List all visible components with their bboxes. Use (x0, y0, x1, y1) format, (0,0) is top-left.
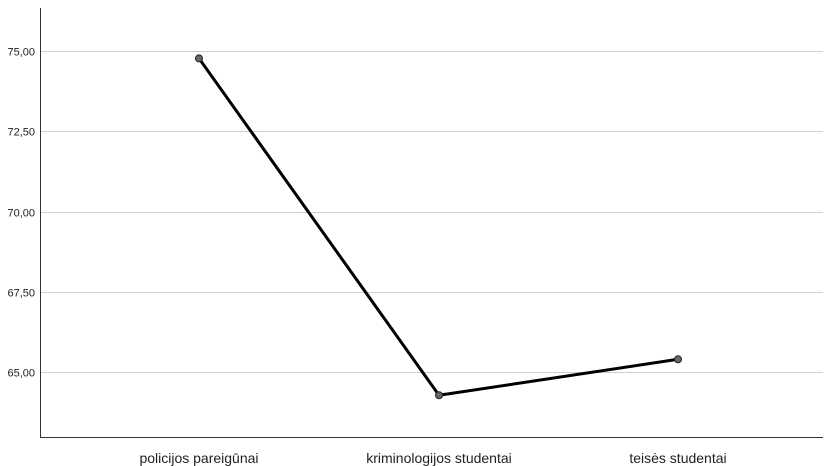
y-tick-label: 72,50 (7, 127, 35, 139)
data-point (435, 391, 443, 400)
x-tick-label: teisės studentai (629, 450, 726, 466)
y-tick-label: 75,00 (7, 47, 35, 59)
data-point (195, 54, 203, 63)
axes (40, 8, 823, 438)
series-line (197, 56, 680, 397)
x-tick-label: kriminologijos studentai (366, 450, 512, 466)
y-tick-labels: 65,00 67,50 70,00 72,50 75,00 (7, 47, 35, 380)
y-tick-label: 70,00 (7, 208, 35, 220)
data-point (674, 355, 682, 364)
x-tick-label: policijos pareigūnai (139, 450, 258, 466)
x-tick-labels: policijos pareigūnai kriminologijos stude… (139, 450, 726, 466)
grid-lines (40, 51, 823, 373)
series (195, 54, 682, 400)
y-tick-label: 65,00 (7, 368, 35, 380)
y-tick-label: 67,50 (7, 288, 35, 300)
